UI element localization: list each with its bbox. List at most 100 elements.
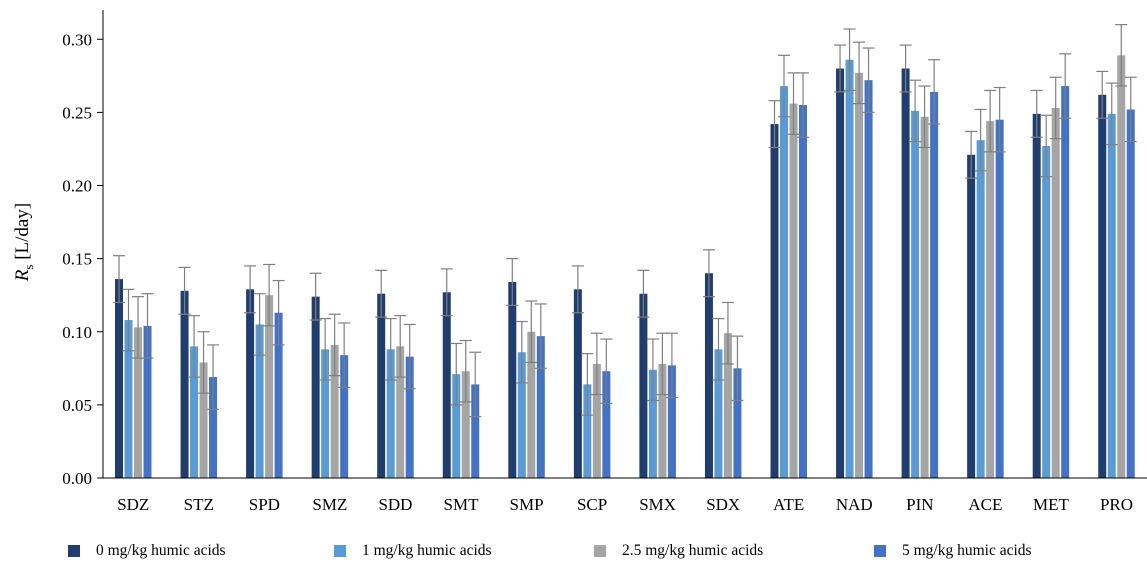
bar-smx-2-5-mg-kg-humic-acids bbox=[658, 363, 667, 478]
bar-sdx-1-mg-kg-humic-acids bbox=[714, 349, 723, 478]
error-bar-pin-5-mg-kg-humic-acids bbox=[928, 59, 941, 125]
error-bar-ate-1-mg-kg-humic-acids bbox=[778, 54, 790, 118]
error-bar-sdz-1-mg-kg-humic-acids bbox=[122, 288, 135, 352]
bar-smz-5-mg-kg-humic-acids bbox=[340, 355, 349, 478]
bar-stz-1-mg-kg-humic-acids bbox=[190, 346, 199, 478]
error-bar-met-1-mg-kg-humic-acids bbox=[1040, 114, 1053, 178]
bar-pro-2-5-mg-kg-humic-acids bbox=[1117, 55, 1126, 479]
bar-spd-2-5-mg-kg-humic-acids bbox=[265, 295, 274, 478]
bar-met-0-mg-kg-humic-acids bbox=[1032, 113, 1041, 479]
bar-sdd-0-mg-kg-humic-acids bbox=[377, 293, 386, 478]
error-bar-smt-0-mg-kg-humic-acids bbox=[440, 268, 453, 317]
bar-ace-2-5-mg-kg-humic-acids bbox=[986, 121, 995, 479]
bar-scp-5-mg-kg-humic-acids bbox=[602, 371, 611, 478]
bar-stz-2-5-mg-kg-humic-acids bbox=[199, 362, 208, 478]
legend-item-5-mg: 5 mg/kg humic acids bbox=[874, 542, 1032, 560]
bar-smt-2-5-mg-kg-humic-acids bbox=[461, 371, 470, 478]
bar-sdx-0-mg-kg-humic-acids bbox=[704, 273, 713, 478]
y-tick-label-0-05: 0.05 bbox=[62, 396, 92, 415]
x-tick-label-sdd: SDD bbox=[378, 495, 412, 514]
error-bar-sdd-2-5-mg-kg-humic-acids bbox=[394, 315, 407, 378]
legend-label-0-mg: 0 mg/kg humic acids bbox=[96, 542, 226, 559]
x-tick-label-scp: SCP bbox=[577, 495, 607, 514]
bar-pro-1-mg-kg-humic-acids bbox=[1107, 113, 1116, 479]
bar-spd-1-mg-kg-humic-acids bbox=[255, 324, 264, 478]
x-tick-label-ace: ACE bbox=[968, 495, 1002, 514]
bar-sdx-2-5-mg-kg-humic-acids bbox=[723, 333, 732, 478]
error-bar-smz-2-5-mg-kg-humic-acids bbox=[328, 313, 341, 377]
bar-smp-5-mg-kg-humic-acids bbox=[536, 336, 545, 478]
bar-met-1-mg-kg-humic-acids bbox=[1042, 146, 1051, 478]
bar-smz-2-5-mg-kg-humic-acids bbox=[330, 344, 339, 478]
error-bar-spd-5-mg-kg-humic-acids bbox=[272, 279, 285, 346]
error-bar-sdx-1-mg-kg-humic-acids bbox=[712, 317, 725, 381]
bars-group bbox=[115, 55, 1135, 479]
error-bar-smt-2-5-mg-kg-humic-acids bbox=[459, 339, 472, 403]
error-bar-smx-0-mg-kg-humic-acids bbox=[637, 269, 650, 318]
bar-smx-1-mg-kg-humic-acids bbox=[648, 369, 657, 478]
bar-smp-1-mg-kg-humic-acids bbox=[517, 352, 526, 478]
bar-pin-2-5-mg-kg-humic-acids bbox=[920, 116, 929, 478]
bar-sdd-1-mg-kg-humic-acids bbox=[386, 349, 395, 478]
error-bar-stz-2-5-mg-kg-humic-acids bbox=[197, 331, 210, 394]
error-bar-ate-2-5-mg-kg-humic-acids bbox=[787, 72, 800, 135]
error-bar-nad-2-5-mg-kg-humic-acids bbox=[853, 41, 866, 105]
error-bar-nad-0-mg-kg-humic-acids bbox=[834, 44, 847, 93]
error-bar-scp-5-mg-kg-humic-acids bbox=[600, 338, 613, 405]
legend-swatch-2-5-mg bbox=[594, 545, 606, 557]
x-tick-label-pro: PRO bbox=[1100, 495, 1133, 514]
x-tick-label-nad: NAD bbox=[836, 495, 873, 514]
bar-pro-5-mg-kg-humic-acids bbox=[1126, 109, 1135, 478]
x-tick-label-smx: SMX bbox=[639, 495, 676, 514]
bar-ace-1-mg-kg-humic-acids bbox=[976, 140, 985, 478]
x-tick-label-sdz: SDZ bbox=[117, 495, 149, 514]
x-tick-label-met: MET bbox=[1033, 495, 1070, 514]
bar-nad-0-mg-kg-humic-acids bbox=[836, 68, 845, 478]
error-bar-sdz-0-mg-kg-humic-acids bbox=[113, 255, 125, 304]
error-bar-met-2-5-mg-kg-humic-acids bbox=[1049, 76, 1062, 140]
bar-smz-0-mg-kg-humic-acids bbox=[311, 296, 320, 478]
error-bar-scp-1-mg-kg-humic-acids bbox=[581, 353, 594, 416]
error-bar-nad-5-mg-kg-humic-acids bbox=[862, 47, 875, 113]
bar-pro-0-mg-kg-humic-acids bbox=[1098, 94, 1107, 478]
bar-sdz-2-5-mg-kg-humic-acids bbox=[134, 327, 142, 478]
error-bar-pin-0-mg-kg-humic-acids bbox=[899, 44, 912, 93]
x-tick-label-ate: ATE bbox=[773, 495, 804, 514]
y-tick-label-0-30: 0.30 bbox=[62, 30, 92, 49]
bar-stz-5-mg-kg-humic-acids bbox=[209, 377, 218, 478]
error-bar-smz-5-mg-kg-humic-acids bbox=[338, 322, 351, 388]
error-bar-pin-2-5-mg-kg-humic-acids bbox=[918, 85, 931, 149]
error-bar-sdx-2-5-mg-kg-humic-acids bbox=[721, 301, 734, 365]
bar-met-2-5-mg-kg-humic-acids bbox=[1051, 107, 1060, 479]
error-bar-smz-0-mg-kg-humic-acids bbox=[309, 272, 322, 321]
y-axis-label-unit: [L/day] bbox=[12, 203, 33, 265]
bar-smp-2-5-mg-kg-humic-acids bbox=[527, 331, 536, 478]
bar-smt-1-mg-kg-humic-acids bbox=[452, 374, 461, 478]
error-bar-pro-2-5-mg-kg-humic-acids bbox=[1115, 24, 1128, 87]
bar-sdz-0-mg-kg-humic-acids bbox=[115, 279, 123, 478]
error-bar-stz-5-mg-kg-humic-acids bbox=[207, 344, 220, 410]
bar-sdx-5-mg-kg-humic-acids bbox=[733, 368, 742, 478]
legend-swatch-5-mg bbox=[874, 545, 886, 557]
bar-chart: 0.00 0.05 0.10 0.15 0.20 0.25 0.30 SDZ STZ SPD SM… bbox=[12, 10, 1147, 514]
bar-scp-1-mg-kg-humic-acids bbox=[583, 384, 592, 478]
bar-stz-0-mg-kg-humic-acids bbox=[180, 290, 189, 478]
error-bar-spd-1-mg-kg-humic-acids bbox=[253, 293, 266, 356]
x-tick-label-spd: SPD bbox=[249, 495, 280, 514]
error-bar-sdx-0-mg-kg-humic-acids bbox=[702, 249, 715, 298]
bar-ate-2-5-mg-kg-humic-acids bbox=[789, 103, 798, 478]
legend-swatch-0-mg bbox=[68, 545, 80, 557]
bar-spd-0-mg-kg-humic-acids bbox=[246, 289, 255, 478]
error-bar-sdz-2-5-mg-kg-humic-acids bbox=[132, 296, 144, 359]
error-bar-ace-5-mg-kg-humic-acids bbox=[993, 86, 1006, 153]
bar-nad-1-mg-kg-humic-acids bbox=[845, 59, 854, 478]
error-bar-ace-0-mg-kg-humic-acids bbox=[965, 130, 978, 179]
error-bar-ace-1-mg-kg-humic-acids bbox=[974, 108, 987, 172]
error-bar-spd-2-5-mg-kg-humic-acids bbox=[263, 263, 276, 327]
error-bar-smx-5-mg-kg-humic-acids bbox=[665, 332, 678, 399]
bar-smt-0-mg-kg-humic-acids bbox=[442, 292, 451, 478]
error-bar-ate-5-mg-kg-humic-acids bbox=[797, 72, 809, 138]
error-bar-stz-1-mg-kg-humic-acids bbox=[188, 315, 201, 378]
bar-nad-2-5-mg-kg-humic-acids bbox=[855, 72, 864, 478]
error-bar-pro-0-mg-kg-humic-acids bbox=[1096, 70, 1109, 119]
